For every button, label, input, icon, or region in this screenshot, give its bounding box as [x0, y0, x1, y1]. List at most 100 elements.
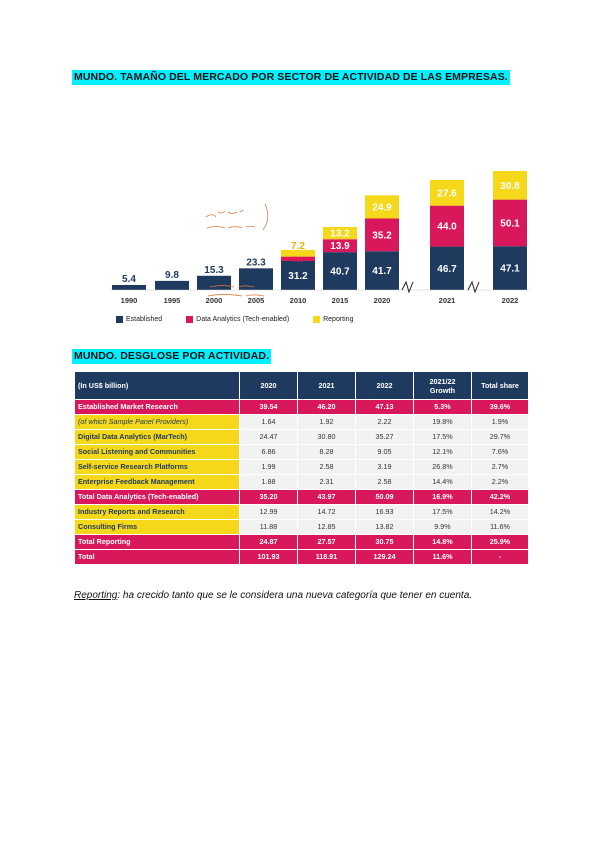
handwritten-annotation [205, 203, 269, 297]
bar-reporting-2020 [365, 195, 399, 219]
x-tick-label: 2021 [439, 296, 456, 305]
table-header-row: (In US$ billion) 2020 2021 2022 2021/22 … [74, 371, 529, 400]
row-label: Total Data Analytics (Tech-enabled) [74, 489, 240, 505]
row-value: 30.75 [355, 534, 414, 550]
data-label: 15.3 [204, 265, 224, 276]
legend-label: Data Analytics (Tech-enabled) [196, 316, 290, 324]
data-label: 13.2 [330, 229, 350, 240]
row-value: 8.28 [297, 444, 356, 460]
note-text: : ha crecido tanto que se le considera u… [117, 590, 473, 601]
data-label: 23.3 [246, 257, 266, 268]
bar-established-2015 [323, 252, 357, 290]
data-label: 31.2 [288, 271, 308, 282]
x-tick-label: 2000 [206, 296, 223, 305]
bar-established-2005 [239, 268, 273, 290]
data-label: 44.0 [437, 222, 457, 233]
row-value: 1.88 [239, 474, 298, 490]
data-label: 9.8 [165, 270, 179, 281]
data-label: 7.2 [291, 241, 305, 252]
row-value: 9.9% [413, 519, 472, 535]
row-value: 43.97 [297, 489, 356, 505]
header-cell: (In US$ billion) [74, 371, 240, 400]
row-value: 14.2% [471, 504, 529, 520]
row-value: 29.7% [471, 429, 529, 445]
bar-established-2021 [430, 246, 464, 290]
data-label: 50.1 [500, 218, 520, 229]
row-value: 50.09 [355, 489, 414, 505]
table-row: Total 101.93 118.91 129.24 11.6% - [74, 549, 529, 565]
legend-swatch-established [116, 316, 123, 323]
row-label: Digital Data Analytics (MarTech) [74, 429, 240, 445]
row-value: 2.58 [297, 459, 356, 475]
row-value: 12.1% [413, 444, 472, 460]
row-value: 12.99 [239, 504, 298, 520]
bar-established-1995 [155, 280, 189, 290]
row-label: (of which Sample Panel Providers) [74, 414, 240, 430]
data-label: 27.6 [437, 188, 457, 199]
bar-established-2000 [197, 275, 231, 290]
row-value: 47.13 [355, 399, 414, 415]
bar-established-2022 [493, 246, 527, 290]
row-value: 14.8% [413, 534, 472, 550]
row-value: 101.93 [239, 549, 298, 565]
bar-reporting-2015 [323, 226, 357, 240]
market-size-title: MUNDO. TAMAÑO DEL MERCADO POR SECTOR DE … [72, 70, 510, 85]
row-value: 1.64 [239, 414, 298, 430]
row-label: Self-service Research Platforms [74, 459, 240, 475]
legend-label: Reporting [323, 316, 354, 324]
header-cell: 2021 [297, 371, 356, 400]
row-value: 16.9% [413, 489, 472, 505]
row-value: 7.6% [471, 444, 529, 460]
row-value: 11.6% [471, 519, 529, 535]
axis-break-icon [401, 280, 480, 294]
header-cell: 2021/22 Growth [413, 371, 472, 400]
header-cell: Total share [471, 371, 529, 400]
row-label: Established Market Research [74, 399, 240, 415]
bar-analytics-2020 [365, 218, 399, 252]
bar-reporting-2010 [281, 249, 315, 257]
x-tick-label: 2022 [502, 296, 519, 305]
row-value: 35.20 [239, 489, 298, 505]
row-label: Total Reporting [74, 534, 240, 550]
table-row: Consulting Firms 11.88 12.85 13.82 9.9% 11.6% [74, 519, 529, 535]
data-label: 13.9 [330, 241, 350, 252]
row-label: Total [74, 549, 240, 565]
row-value: 26.8% [413, 459, 472, 475]
data-label: 40.7 [330, 267, 350, 278]
bar-established-1990 [112, 284, 146, 290]
data-label: 41.7 [372, 266, 392, 277]
x-tick-label: 2010 [290, 296, 307, 305]
row-value: 11.6% [413, 549, 472, 565]
row-value: 27.57 [297, 534, 356, 550]
market-size-chart: 5.4 1990 9.8 1995 15.3 2000 23.3 2005 31.2 4.7 7.2… [110, 170, 530, 305]
row-value: 1.99 [239, 459, 298, 475]
legend-swatch-analytics [186, 316, 194, 323]
table-row: Self-service Research Platforms 1.99 2.58 3… [74, 459, 529, 475]
legend-swatch-reporting [313, 316, 321, 323]
row-value: 14.72 [297, 504, 356, 520]
row-value: 11.88 [239, 519, 298, 535]
data-label: 35.2 [372, 230, 392, 241]
row-label: Enterprise Feedback Management [74, 474, 240, 490]
row-label: Social Listening and Communities [74, 444, 240, 460]
row-value: 14.4% [413, 474, 472, 490]
row-value: 2.58 [355, 474, 414, 490]
row-value: 2.2% [471, 474, 529, 490]
row-value: 2.31 [297, 474, 356, 490]
x-tick-label: 2015 [332, 296, 349, 305]
row-value: 17.5% [413, 429, 472, 445]
row-value: 39.54 [239, 399, 298, 415]
row-value: 30.80 [297, 429, 356, 445]
table-row: (of which Sample Panel Providers) 1.64 1.9… [74, 414, 529, 430]
legend-item-reporting: Reporting [313, 316, 353, 323]
row-value: 24.47 [239, 429, 298, 445]
chart-legend: Established Data Analytics (Tech-enabled… [116, 316, 375, 323]
bar-analytics-2010 [281, 256, 315, 261]
row-value: 16.93 [355, 504, 414, 520]
data-label: 30.8 [500, 181, 520, 192]
row-value: 46.20 [297, 399, 356, 415]
bar-reporting-2021 [430, 179, 464, 206]
row-value: - [471, 549, 529, 565]
bar-established-2020 [365, 251, 399, 290]
breakdown-title: MUNDO. DESGLOSE POR ACTIVIDAD. [72, 349, 272, 364]
